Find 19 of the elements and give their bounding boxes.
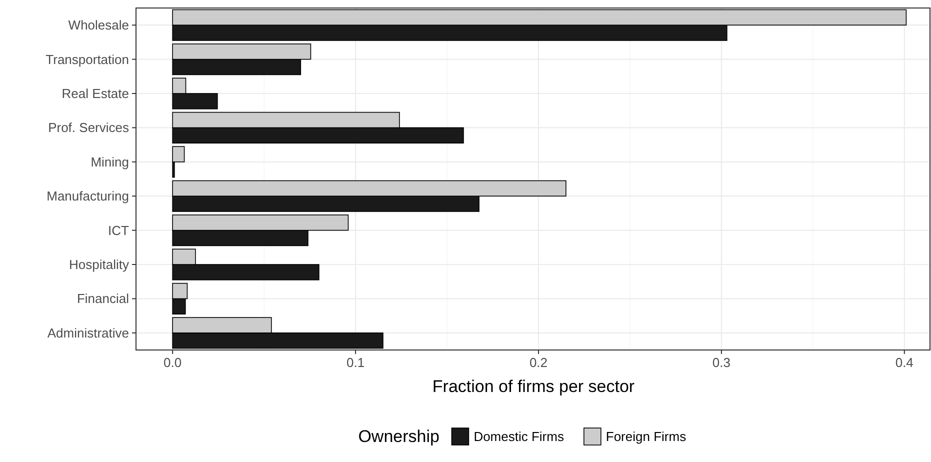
y-tick-label: ICT — [108, 222, 130, 238]
y-tick-label: Administrative — [47, 325, 129, 340]
x-tick-label: 0.4 — [895, 355, 914, 370]
y-tick-label: Mining — [90, 154, 129, 170]
y-tick-label: Wholesale — [68, 18, 129, 33]
y-tick-label: Transportation — [46, 52, 129, 67]
y-tick-label: Financial — [76, 291, 130, 306]
x-tick-label: 0.3 — [712, 355, 730, 370]
y-tick-label: Prof. Services — [48, 120, 130, 136]
y-tick-label: Hospitality — [69, 257, 130, 272]
legend-label: Foreign Firms — [606, 429, 687, 444]
x-tick-label: 0.2 — [529, 355, 548, 370]
x-tick-label: 0.0 — [164, 355, 182, 370]
legend-label: Domestic Firms — [474, 429, 564, 444]
x-tick-label: 0.1 — [346, 355, 365, 370]
y-tick-label: Manufacturing — [46, 188, 129, 204]
x-axis-title: Fraction of firms per sector — [432, 377, 635, 396]
y-tick-label: Real Estate — [62, 86, 129, 101]
legend-title: Ownership — [358, 427, 440, 446]
